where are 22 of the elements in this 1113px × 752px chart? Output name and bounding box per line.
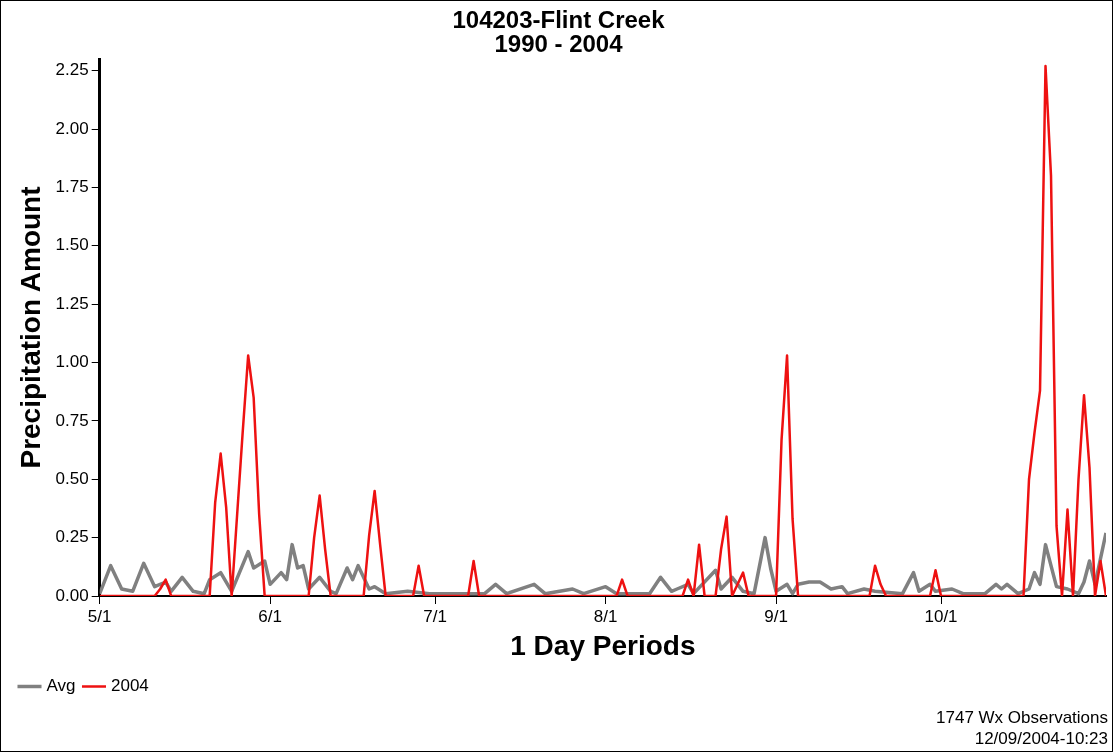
y-tick-label: 1.75	[55, 177, 89, 197]
text: 12/09/2004-10:23	[973, 728, 1108, 749]
y-tick-label: 1.25	[55, 293, 89, 313]
y-tick-label: 1.00	[55, 352, 89, 372]
x-tick-label: 10/1	[924, 606, 958, 626]
text: 1747 Wx Observations	[936, 707, 1108, 728]
legend-label: 2004	[110, 676, 149, 696]
y-tick-label: 0.50	[55, 468, 89, 488]
legend-label: Avg	[46, 676, 76, 696]
y-tick-label: 0.75	[55, 410, 89, 430]
y-tick-label: 0.00	[55, 585, 89, 605]
y-tick-label: 0.25	[55, 527, 89, 547]
y-tick-label: 1.50	[55, 235, 89, 255]
x-tick-label: 6/1	[258, 606, 282, 626]
x-tick-label: 9/1	[764, 606, 788, 626]
x-tick-label: 5/1	[87, 606, 112, 626]
x-axis-title: 1 Day Periods	[510, 629, 696, 661]
x-tick-label: 8/1	[593, 606, 618, 626]
y-tick-label: 2.00	[55, 118, 89, 138]
y-axis-title: Precipitation Amount	[14, 186, 46, 469]
x-tick-label: 7/1	[423, 606, 447, 626]
y-tick-label: 2.25	[55, 60, 89, 80]
